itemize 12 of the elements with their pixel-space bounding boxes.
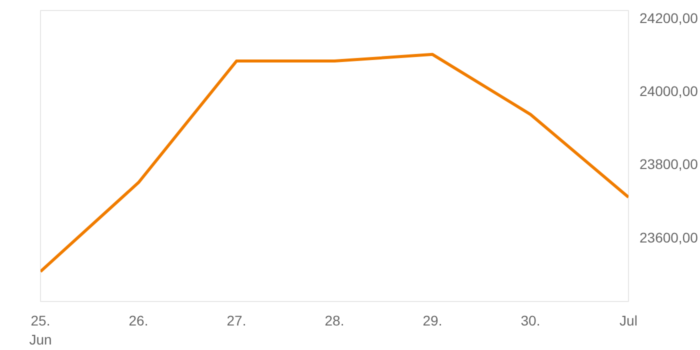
y-tick-label: 23600,00 [640,229,698,246]
x-tick-label: 27. [226,312,246,328]
y-tick-label: 24200,00 [640,10,698,26]
x-tick-label: 28. [324,312,344,328]
x-tick-label: 26. [128,312,148,328]
x-tick-label: 25. Jun [29,312,52,348]
x-tick-label: 30. [520,312,540,328]
line-series [40,52,628,273]
x-tick-label: Jul [620,312,638,328]
x-tick-label: 29. [422,312,442,328]
y-tick-label: 24000,00 [640,83,698,100]
y-tick-label: 23800,00 [640,156,698,172]
